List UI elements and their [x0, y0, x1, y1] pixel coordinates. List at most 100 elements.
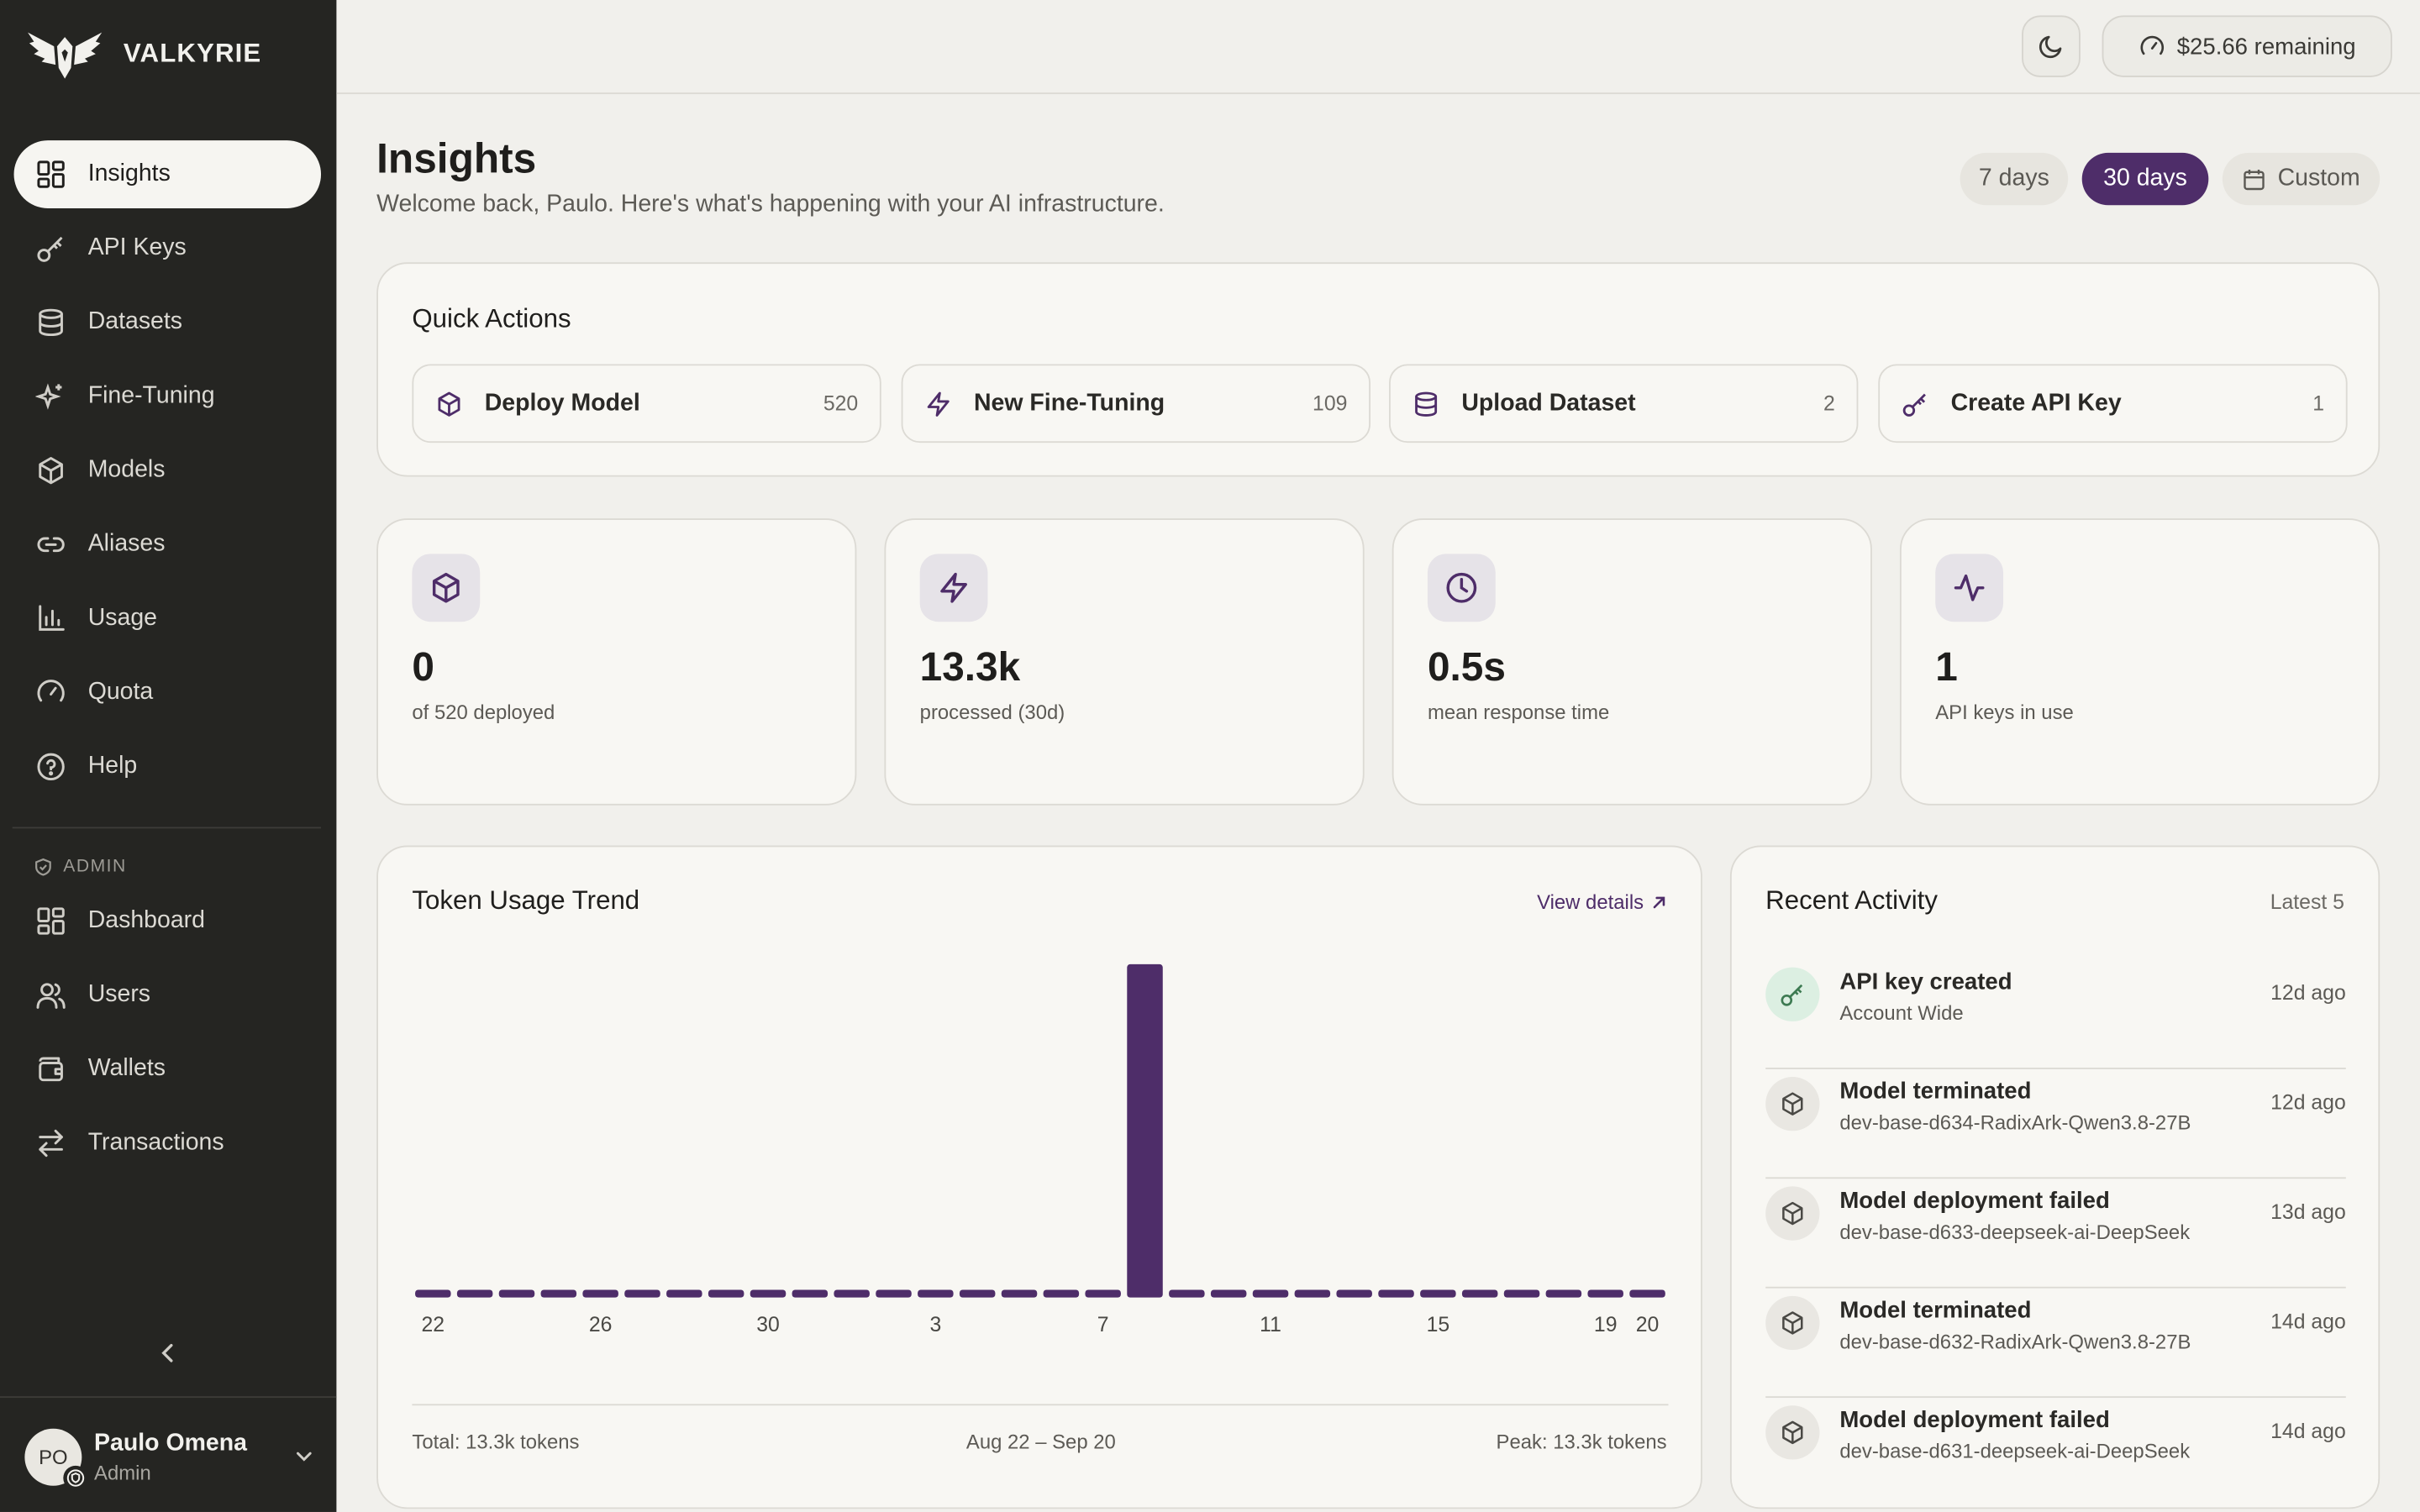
range-label: 30 days: [2103, 165, 2187, 192]
chart-bar[interactable]: [918, 1289, 954, 1298]
users-icon: [34, 978, 67, 1011]
create-api-key-button[interactable]: Create API Key 1: [1878, 364, 2348, 444]
help-circle-icon: [34, 750, 67, 784]
chart-bar[interactable]: [1085, 1289, 1121, 1298]
chart-bar[interactable]: [1127, 963, 1163, 1298]
chart-bar[interactable]: [1336, 1289, 1372, 1298]
deploy-model-button[interactable]: Deploy Model 520: [412, 364, 881, 444]
chart-bar[interactable]: [1294, 1289, 1331, 1298]
chart-bar[interactable]: [582, 1289, 618, 1298]
key-icon: [34, 232, 67, 265]
sidebar-item-label: Users: [87, 981, 151, 1008]
chart-bar[interactable]: [1587, 1289, 1623, 1298]
sidebar-item-models[interactable]: Models: [14, 437, 322, 505]
database-icon: [1413, 390, 1440, 417]
theme-toggle-button[interactable]: [2022, 15, 2081, 77]
view-details-label: View details: [1537, 890, 1644, 914]
sidebar-item-aliases[interactable]: Aliases: [14, 511, 322, 579]
action-label: Upload Dataset: [1461, 389, 1636, 416]
chart-bar[interactable]: [1210, 1289, 1247, 1298]
grid-icon: [34, 157, 67, 191]
collapse-sidebar-button[interactable]: [148, 1333, 188, 1373]
chart-bar[interactable]: [834, 1289, 870, 1298]
chart-bar[interactable]: [1043, 1289, 1080, 1298]
chart-bar[interactable]: [708, 1289, 744, 1298]
chart-bar[interactable]: [1461, 1289, 1498, 1298]
chart-bar[interactable]: [666, 1289, 702, 1298]
admin-label-text: ADMIN: [63, 858, 127, 877]
action-label: Deploy Model: [484, 389, 640, 416]
activity-item[interactable]: Model deployment failed dev-base-d631-de…: [1765, 1398, 2346, 1507]
chart-total: Total: 13.3k tokens: [412, 1430, 580, 1454]
chart-bar[interactable]: [1420, 1289, 1456, 1298]
stat-card-deployed: 0 of 520 deployed: [376, 518, 857, 806]
chart-bar[interactable]: [1629, 1289, 1665, 1298]
chart-bar[interactable]: [1169, 1289, 1205, 1298]
stat-value: 13.3k: [919, 643, 1021, 690]
activity-item[interactable]: API key created Account Wide 12d ago: [1765, 959, 2346, 1069]
sidebar-item-transactions[interactable]: Transactions: [14, 1110, 322, 1178]
range-30-days-button[interactable]: 30 days: [2081, 152, 2209, 206]
chart-bar[interactable]: [750, 1289, 786, 1298]
box-icon: [435, 390, 463, 417]
chart-bar[interactable]: [876, 1289, 912, 1298]
activity-item[interactable]: Model terminated dev-base-d632-RadixArk-…: [1765, 1289, 2346, 1399]
activity-divider: [1765, 1396, 2346, 1399]
chart-bar[interactable]: [415, 1289, 451, 1298]
new-fine-tuning-button[interactable]: New Fine-Tuning 109: [901, 364, 1370, 444]
sidebar-item-dashboard[interactable]: Dashboard: [14, 887, 322, 955]
balance-button[interactable]: $25.66 remaining: [2102, 15, 2392, 77]
sidebar-item-wallets[interactable]: Wallets: [14, 1035, 322, 1103]
chart-bar[interactable]: [1001, 1289, 1038, 1298]
activity-title: Recent Activity: [1765, 885, 1938, 916]
sidebar-item-insights[interactable]: Insights: [13, 140, 322, 208]
chart-peak: Peak: 13.3k tokens: [1496, 1430, 1667, 1454]
x-tick-label: 30: [756, 1314, 780, 1336]
action-count: 2: [1823, 391, 1835, 416]
sidebar-item-users[interactable]: Users: [14, 961, 322, 1029]
activity-item[interactable]: Model terminated dev-base-d634-RadixArk-…: [1765, 1069, 2346, 1179]
range-label: 7 days: [1978, 165, 2049, 192]
range-label: Custom: [2277, 165, 2360, 192]
chart-bar[interactable]: [1378, 1289, 1414, 1298]
chart-bar[interactable]: [792, 1289, 829, 1298]
sidebar-item-api-keys[interactable]: API Keys: [14, 214, 322, 282]
user-menu[interactable]: PO Paulo Omena Admin: [24, 1425, 314, 1490]
quick-actions-title: Quick Actions: [412, 303, 571, 333]
box-icon: [34, 454, 67, 487]
chart-bar[interactable]: [959, 1289, 996, 1298]
sidebar-item-label: Transactions: [87, 1129, 224, 1156]
stat-card-api-keys: 1 API keys in use: [1899, 518, 2381, 806]
user-divider: [0, 1396, 337, 1399]
chart-bar[interactable]: [1503, 1289, 1540, 1298]
activity-item-time: 12d ago: [2270, 981, 2346, 1005]
range-7-days-button[interactable]: 7 days: [1960, 152, 2069, 206]
box-icon: [412, 554, 481, 622]
brand[interactable]: VALKYRIE: [24, 28, 261, 80]
topbar: $25.66 remaining: [336, 0, 2420, 95]
stat-label: processed (30d): [919, 700, 1065, 724]
action-count: 520: [823, 391, 859, 416]
sidebar-item-quota[interactable]: Quota: [14, 659, 322, 727]
x-tick-label: 26: [589, 1314, 613, 1336]
sidebar-item-usage[interactable]: Usage: [14, 585, 322, 653]
stat-value: 0: [412, 643, 434, 690]
sidebar-item-fine-tuning[interactable]: Fine-Tuning: [14, 363, 322, 431]
chart-bar[interactable]: [1252, 1289, 1289, 1298]
stat-card-processed: 13.3k processed (30d): [884, 518, 1365, 806]
chart-bar[interactable]: [498, 1289, 535, 1298]
sidebar-item-help[interactable]: Help: [14, 732, 322, 801]
chart-bar[interactable]: [1545, 1289, 1582, 1298]
chart-bar[interactable]: [540, 1289, 577, 1298]
sparkles-icon: [34, 380, 67, 413]
activity-item-subtitle: dev-base-d632-RadixArk-Qwen3.8-27B: [1839, 1330, 2191, 1353]
chart-bar[interactable]: [624, 1289, 660, 1298]
sidebar-item-datasets[interactable]: Datasets: [14, 288, 322, 356]
action-count: 109: [1313, 391, 1348, 416]
range-custom-button[interactable]: Custom: [2222, 152, 2381, 206]
activity-item[interactable]: Model deployment failed dev-base-d633-de…: [1765, 1179, 2346, 1289]
view-details-link[interactable]: View details: [1537, 890, 1667, 914]
chart-bar[interactable]: [456, 1289, 493, 1298]
upload-dataset-button[interactable]: Upload Dataset 2: [1389, 364, 1859, 444]
x-tick-label: 15: [1427, 1314, 1450, 1336]
